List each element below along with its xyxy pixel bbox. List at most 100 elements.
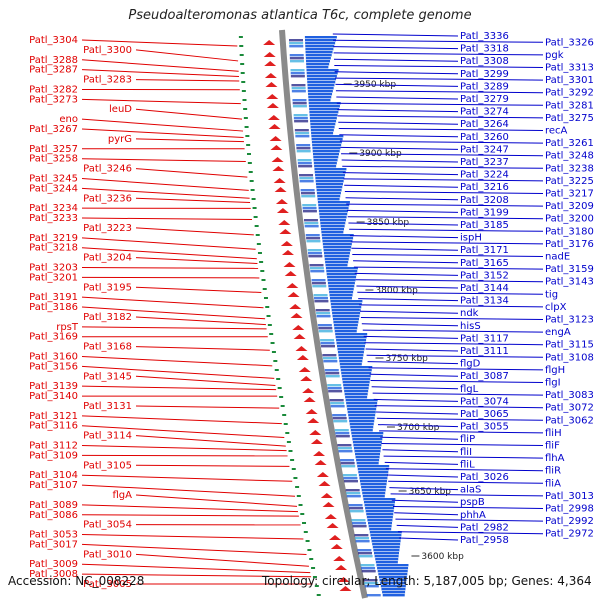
reverse-gene-mark bbox=[267, 115, 280, 120]
right-leader-line bbox=[363, 335, 459, 339]
forward-gene-mark bbox=[308, 93, 333, 96]
forward-gene-mark bbox=[326, 273, 357, 276]
left-leader-line bbox=[81, 365, 275, 379]
gc-content-mark bbox=[289, 54, 304, 57]
rna-marker bbox=[261, 279, 266, 281]
rna-marker bbox=[302, 522, 307, 524]
forward-gene-mark bbox=[330, 300, 363, 303]
right-leader-line bbox=[392, 506, 544, 509]
rna-marker bbox=[311, 567, 316, 569]
gc-content-mark bbox=[291, 84, 306, 87]
right-gene-label: Patl_3115 bbox=[545, 340, 594, 351]
right-gene-label: Patl_3326 bbox=[545, 37, 594, 48]
forward-gene-mark bbox=[312, 153, 339, 156]
right-gene-label: Patl_2992 bbox=[545, 516, 594, 527]
right-gene-label: ndk bbox=[460, 308, 479, 319]
left-gene-label: Patl_3244 bbox=[29, 183, 78, 194]
forward-gene-mark bbox=[306, 75, 337, 78]
forward-gene-mark bbox=[355, 456, 380, 459]
gc-content-mark bbox=[363, 579, 378, 582]
right-gene-label: flgH bbox=[545, 365, 565, 376]
right-leader-line bbox=[335, 83, 459, 87]
right-leader-line bbox=[346, 209, 459, 213]
rna-marker bbox=[247, 162, 252, 164]
gc-content-mark bbox=[351, 519, 366, 522]
rna-marker bbox=[267, 324, 272, 326]
forward-gene-mark bbox=[311, 135, 344, 138]
right-leader-line bbox=[358, 298, 459, 302]
reverse-gene-mark bbox=[305, 409, 318, 414]
right-leader-line bbox=[373, 398, 459, 402]
rna-marker bbox=[271, 351, 276, 353]
left-gene-label: Patl_3109 bbox=[29, 450, 78, 461]
reverse-gene-mark bbox=[292, 325, 305, 330]
reverse-gene-mark bbox=[330, 544, 343, 549]
rna-marker bbox=[273, 360, 278, 362]
right-leader-line bbox=[370, 380, 544, 383]
forward-gene-mark bbox=[312, 147, 341, 150]
forward-gene-mark bbox=[311, 141, 342, 144]
left-gene-label: Patl_3116 bbox=[29, 421, 78, 432]
reverse-gene-mark bbox=[264, 61, 277, 66]
rna-marker bbox=[252, 207, 257, 209]
feature-tracks bbox=[238, 36, 409, 597]
right-gene-label: Patl_3209 bbox=[545, 201, 594, 212]
left-leader-line bbox=[135, 464, 290, 467]
right-leader-line bbox=[395, 518, 544, 522]
left-leader-line bbox=[81, 534, 304, 540]
forward-gene-mark bbox=[307, 78, 337, 81]
forward-gene-mark bbox=[318, 204, 350, 207]
right-leader-line bbox=[342, 172, 459, 176]
forward-gene-mark bbox=[315, 180, 344, 183]
reverse-gene-mark bbox=[263, 52, 276, 57]
right-gene-label: Patl_3108 bbox=[545, 352, 594, 363]
forward-gene-mark bbox=[305, 57, 331, 60]
forward-gene-mark bbox=[337, 351, 364, 354]
right-leader-line bbox=[362, 329, 544, 333]
forward-gene-mark bbox=[329, 294, 353, 297]
gc-content-mark bbox=[337, 447, 352, 450]
forward-gene-mark bbox=[306, 63, 330, 66]
left-leader-line bbox=[81, 118, 244, 132]
right-leader-line bbox=[334, 71, 459, 75]
forward-gene-mark bbox=[355, 453, 381, 456]
forward-gene-mark bbox=[332, 315, 360, 318]
left-leader-line bbox=[135, 316, 266, 326]
left-gene-label: Patl_3054 bbox=[83, 520, 132, 531]
forward-gene-mark bbox=[324, 255, 350, 258]
reverse-gene-mark bbox=[300, 376, 313, 381]
left-gene-label: Patl_3304 bbox=[29, 35, 78, 46]
left-gene-label: Patl_3131 bbox=[83, 401, 132, 412]
right-gene-label: hisS bbox=[460, 321, 481, 332]
forward-gene-mark bbox=[372, 543, 401, 546]
gc-content-mark bbox=[349, 510, 364, 513]
gc-content-mark bbox=[355, 540, 370, 543]
forward-gene-mark bbox=[307, 90, 333, 93]
right-leader-line bbox=[397, 531, 544, 535]
forward-gene-mark bbox=[362, 495, 385, 498]
gc-content-mark bbox=[325, 375, 340, 378]
right-leader-line bbox=[364, 342, 544, 346]
left-leader-line bbox=[135, 405, 280, 409]
forward-gene-mark bbox=[382, 594, 405, 597]
left-leader-line bbox=[81, 445, 287, 452]
right-leader-line bbox=[332, 33, 459, 37]
forward-gene-mark bbox=[365, 510, 394, 513]
right-leader-line bbox=[335, 77, 544, 81]
forward-gene-mark bbox=[315, 174, 346, 177]
rna-marker bbox=[266, 315, 271, 317]
forward-gene-mark bbox=[346, 405, 377, 408]
gc-content-mark bbox=[333, 420, 348, 423]
right-leader-line bbox=[380, 436, 459, 440]
forward-gene-mark bbox=[356, 462, 379, 465]
right-leader-line bbox=[388, 480, 544, 484]
left-leader-line bbox=[81, 306, 266, 320]
gc-content-mark bbox=[335, 435, 350, 438]
right-gene-label: ispH bbox=[460, 233, 482, 244]
forward-gene-mark bbox=[324, 258, 349, 261]
right-leader-line bbox=[391, 499, 459, 503]
reverse-gene-mark bbox=[337, 577, 350, 582]
forward-gene-mark bbox=[378, 573, 408, 576]
forward-gene-mark bbox=[345, 396, 368, 399]
